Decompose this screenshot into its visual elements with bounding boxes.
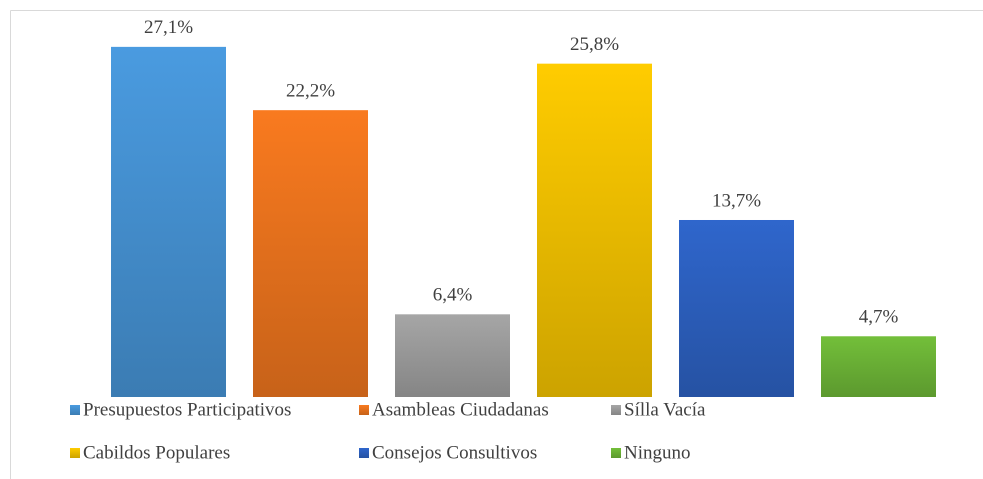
legend-swatch [611, 405, 621, 415]
bar [821, 336, 936, 397]
legend-label: Consejos Consultivos [372, 442, 537, 463]
legend-swatch [359, 448, 369, 458]
bar [395, 314, 510, 397]
legend-label: Cabildos Populares [83, 442, 230, 463]
legend-label: Presupuestos Participativos [83, 399, 291, 420]
legend-swatch [70, 405, 80, 415]
bar [111, 46, 226, 397]
legend-label: Asambleas Ciudadanas [372, 399, 549, 420]
legend-swatch [611, 448, 621, 458]
data-label: 4,7% [859, 307, 899, 328]
data-label: 22,2% [286, 81, 335, 102]
data-label: 25,8% [570, 34, 619, 55]
data-label: 6,4% [433, 285, 473, 306]
bar [253, 110, 368, 398]
bar [679, 219, 794, 397]
data-label: 13,7% [712, 190, 761, 211]
bar [537, 63, 652, 397]
legend-swatch [359, 405, 369, 415]
data-label: 27,1% [144, 17, 193, 38]
legend-label: Sílla Vacía [624, 399, 706, 420]
legend-label: Ninguno [624, 442, 691, 463]
legend-swatch [70, 448, 80, 458]
